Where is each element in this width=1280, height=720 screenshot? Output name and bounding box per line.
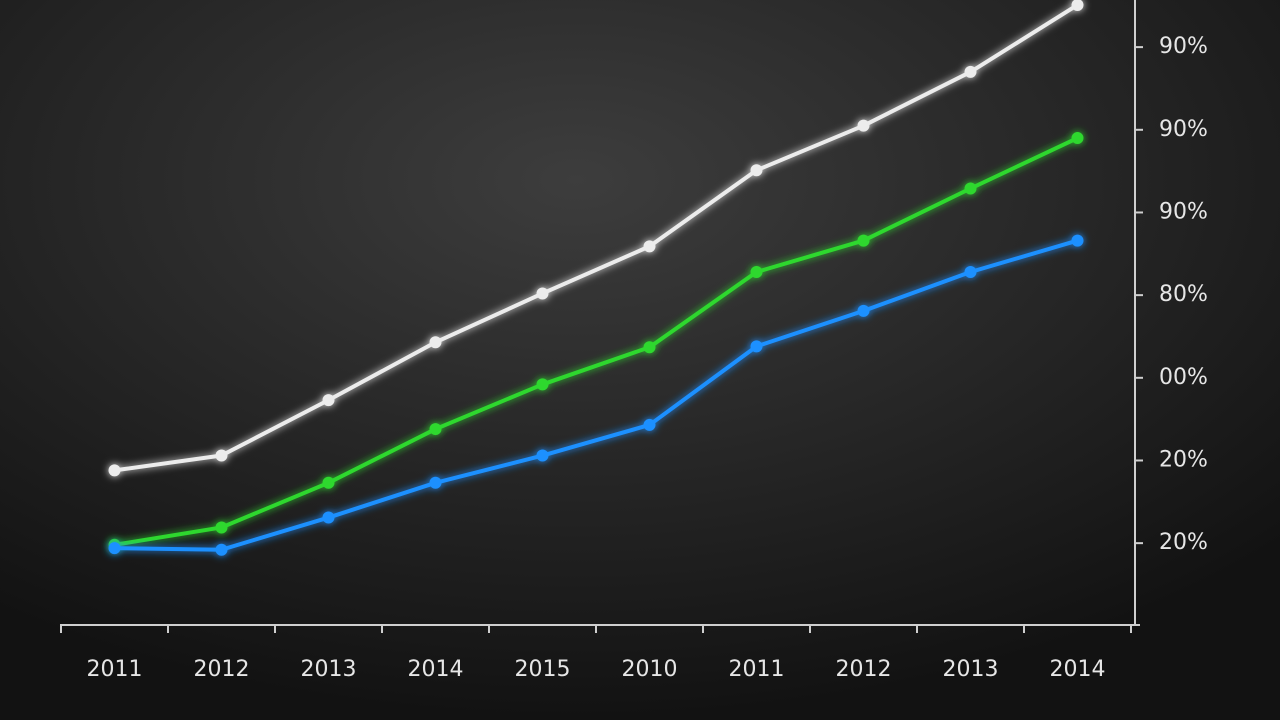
- x-tick-label: 2012: [194, 657, 250, 682]
- point: [964, 182, 977, 195]
- series: [108, 0, 1084, 477]
- x-tick-label: 2014: [1050, 657, 1106, 682]
- point: [536, 449, 549, 462]
- point: [108, 464, 121, 477]
- y-tick-label: 80%: [1159, 282, 1208, 307]
- x-tick-label: 2011: [729, 657, 785, 682]
- point: [643, 240, 656, 253]
- y-tick-label: 20%: [1159, 530, 1208, 555]
- point: [1071, 132, 1084, 145]
- point: [857, 234, 870, 247]
- point: [429, 336, 442, 349]
- line: [114, 136, 1079, 547]
- point: [1071, 0, 1084, 11]
- point: [643, 418, 656, 431]
- point: [429, 423, 442, 436]
- point: [750, 340, 763, 353]
- y-tick-label: 90%: [1159, 34, 1208, 59]
- point: [429, 476, 442, 489]
- x-tick-label: 2014: [408, 657, 464, 682]
- point: [857, 119, 870, 132]
- y-tick-label: 90%: [1159, 117, 1208, 142]
- point: [750, 265, 763, 278]
- x-tick-label: 2013: [301, 657, 357, 682]
- point: [643, 341, 656, 354]
- point: [322, 511, 335, 524]
- x-tick-label: 2015: [515, 657, 571, 682]
- point: [857, 304, 870, 317]
- y-tick-label: 90%: [1159, 199, 1208, 224]
- line: [114, 238, 1079, 552]
- point: [322, 476, 335, 489]
- point: [536, 287, 549, 300]
- point: [215, 543, 228, 556]
- point: [536, 378, 549, 391]
- point: [1071, 234, 1084, 247]
- x-tick-label: 2010: [622, 657, 678, 682]
- point: [108, 542, 121, 555]
- line: [114, 3, 1079, 473]
- y-tick-label: 00%: [1159, 365, 1208, 390]
- point: [750, 164, 763, 177]
- point: [215, 521, 228, 534]
- y-tick-label: 20%: [1159, 447, 1208, 472]
- x-tick-label: 2011: [87, 657, 143, 682]
- point: [964, 65, 977, 78]
- x-tick-label: 2012: [836, 657, 892, 682]
- point: [322, 394, 335, 407]
- series: [108, 234, 1084, 556]
- point: [964, 265, 977, 278]
- x-tick-label: 2013: [943, 657, 999, 682]
- point: [215, 449, 228, 462]
